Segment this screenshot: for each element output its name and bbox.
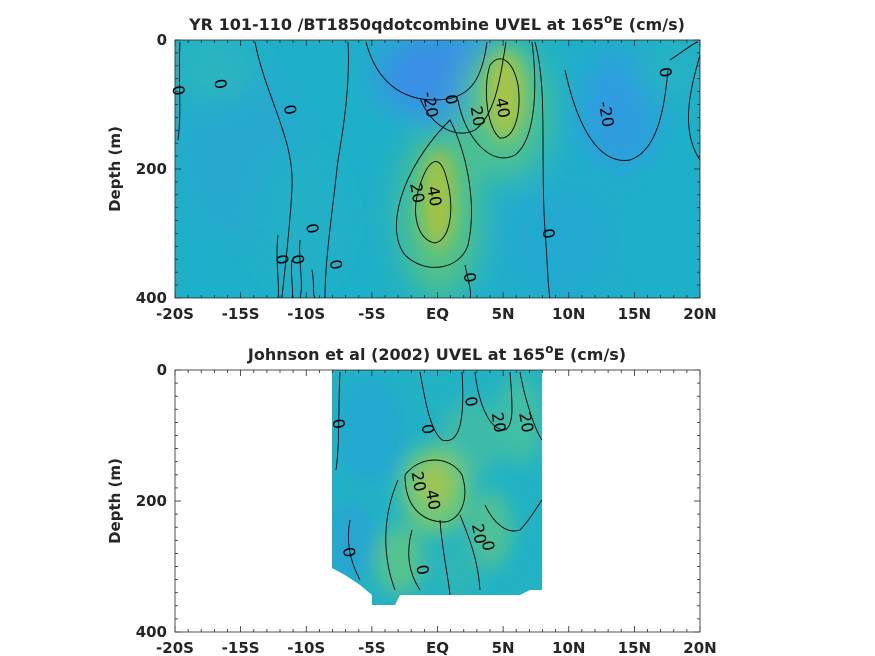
contour-label: 0 bbox=[478, 539, 498, 552]
x-tick-label: 10N bbox=[552, 305, 585, 323]
model-panel: YR 101-110 /BT1850qdotcombine UVEL at 16… bbox=[106, 12, 717, 323]
heatmap-field bbox=[175, 40, 700, 298]
contour-label: 20 bbox=[406, 181, 428, 204]
x-axis: -20S -15S -10S -5S EQ 5N 10N 15N 20N bbox=[156, 40, 717, 323]
x-axis: -20S -15S -10S -5S EQ 5N 10N 15N 20N bbox=[156, 370, 717, 656]
observation-panel: Johnson et al (2002) UVEL at 165oE (cm/s… bbox=[106, 342, 717, 656]
contour-label: 20 bbox=[488, 411, 510, 434]
contour-label: 0 bbox=[326, 258, 346, 271]
contour-label: 0 bbox=[461, 395, 481, 408]
contour-label: 0 bbox=[272, 253, 292, 266]
x-tick-label: 5N bbox=[492, 305, 515, 323]
y-tick-label: 200 bbox=[136, 160, 167, 178]
contour-label: 20 bbox=[468, 522, 490, 545]
x-tick-label: -10S bbox=[287, 639, 325, 656]
contour-label: 0 bbox=[302, 222, 322, 235]
contour-label: 0 bbox=[441, 93, 461, 106]
contour-label: 0 bbox=[412, 563, 432, 576]
contour-lines bbox=[335, 371, 542, 596]
y-tick-label: 0 bbox=[157, 31, 167, 49]
x-tick-label: -5S bbox=[358, 639, 385, 656]
contour-label: -20 bbox=[595, 100, 618, 129]
contour-label: 0 bbox=[210, 77, 230, 90]
x-tick-label: 5N bbox=[492, 639, 515, 656]
x-tick-label: 10N bbox=[552, 639, 585, 656]
contour-label: 0 bbox=[328, 417, 348, 430]
x-tick-label: EQ bbox=[426, 639, 449, 656]
contour-label: 40 bbox=[422, 488, 444, 511]
x-tick-label: 20N bbox=[683, 305, 716, 323]
contour-label: 0 bbox=[418, 422, 438, 435]
x-tick-label: -20S bbox=[156, 305, 194, 323]
contour-label: 0 bbox=[655, 66, 675, 79]
contour-lines bbox=[177, 41, 700, 298]
x-tick-label: -15S bbox=[222, 305, 260, 323]
contour-label: 0 bbox=[538, 227, 558, 240]
y-tick-label: 0 bbox=[157, 361, 167, 379]
contour-label: 0 bbox=[460, 271, 480, 284]
chart-title: Johnson et al (2002) UVEL at 165oE (cm/s… bbox=[247, 342, 626, 364]
x-tick-label: -20S bbox=[156, 639, 194, 656]
x-tick-label: EQ bbox=[426, 305, 449, 323]
y-axis-label: Depth (m) bbox=[106, 126, 124, 212]
contour-label: 0 bbox=[280, 103, 300, 116]
y-tick-label: 400 bbox=[136, 289, 167, 307]
contour-label: 20 bbox=[408, 470, 430, 493]
contour-label: 0 bbox=[288, 253, 308, 266]
contour-label: 0 bbox=[168, 84, 188, 97]
y-tick-label: 200 bbox=[136, 492, 167, 510]
x-tick-label: -10S bbox=[287, 305, 325, 323]
x-tick-label: 20N bbox=[683, 639, 716, 656]
y-axis-label: Depth (m) bbox=[106, 458, 124, 544]
contour-label: 20 bbox=[515, 411, 537, 434]
contour-label: 40 bbox=[492, 96, 514, 119]
heatmap-field bbox=[332, 370, 542, 605]
x-tick-label: 15N bbox=[618, 639, 651, 656]
x-tick-label: -5S bbox=[358, 305, 385, 323]
contour-label: -20 bbox=[419, 90, 442, 119]
contour-label: 0 bbox=[339, 546, 359, 559]
contour-label: 20 bbox=[467, 105, 489, 128]
contour-label: 40 bbox=[423, 185, 445, 208]
x-tick-label: 15N bbox=[618, 305, 651, 323]
chart-title: YR 101-110 /BT1850qdotcombine UVEL at 16… bbox=[188, 12, 685, 34]
x-tick-label: -15S bbox=[222, 639, 260, 656]
y-tick-label: 400 bbox=[136, 623, 167, 641]
